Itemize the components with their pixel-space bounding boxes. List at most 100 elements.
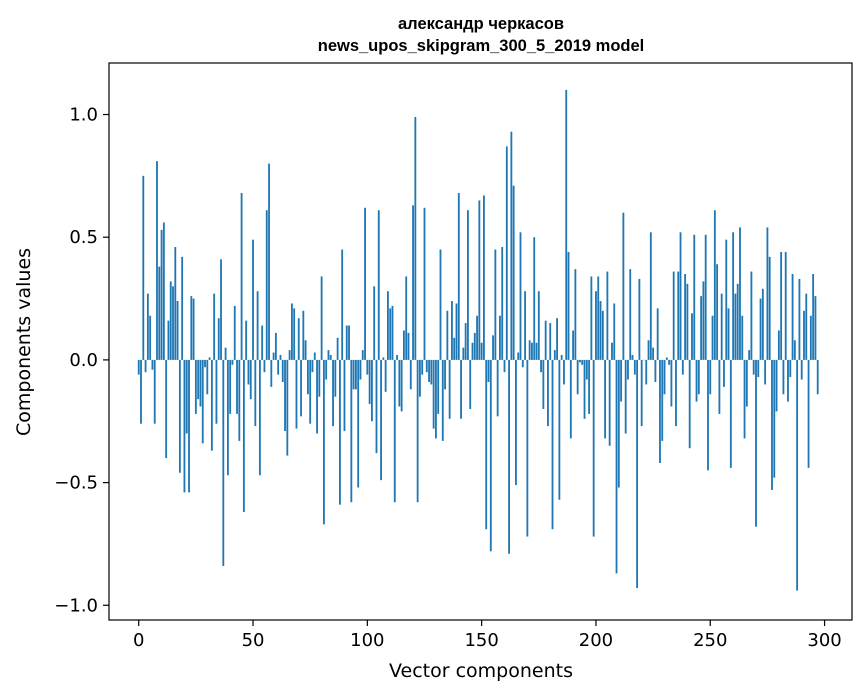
bar — [757, 359, 760, 378]
bar — [325, 359, 328, 380]
bar — [782, 359, 785, 395]
bar — [741, 315, 744, 360]
bar — [425, 359, 428, 373]
bar — [389, 308, 392, 360]
bar — [419, 359, 421, 397]
bar — [775, 359, 778, 412]
bar — [199, 359, 202, 407]
bar — [343, 359, 346, 432]
bar — [508, 359, 510, 554]
bar — [316, 359, 318, 434]
bar — [761, 288, 764, 360]
bar — [560, 355, 563, 360]
bar — [494, 249, 497, 360]
bar — [585, 359, 588, 380]
bar — [338, 359, 341, 505]
bar — [679, 232, 682, 360]
bar — [375, 359, 378, 454]
bar — [793, 340, 796, 360]
bar — [247, 359, 250, 385]
bar — [364, 207, 366, 360]
bar — [773, 359, 776, 478]
bar — [661, 359, 664, 441]
bar — [537, 291, 540, 360]
bar — [183, 359, 186, 493]
bar — [809, 315, 812, 360]
bar — [766, 227, 769, 360]
bar — [764, 359, 767, 385]
bar — [615, 359, 618, 574]
bar — [448, 359, 451, 419]
bar — [444, 359, 446, 390]
bar — [197, 359, 200, 400]
bar — [752, 359, 755, 375]
bar — [588, 359, 591, 414]
bar — [624, 359, 627, 434]
bar — [745, 359, 748, 407]
bar — [510, 131, 513, 360]
bar — [462, 347, 465, 360]
bar — [302, 310, 305, 360]
bar — [700, 296, 703, 360]
bar — [659, 359, 661, 463]
bar — [716, 264, 719, 360]
bar — [181, 256, 184, 360]
bar — [245, 320, 248, 360]
bar — [718, 359, 721, 414]
bar — [309, 359, 312, 424]
bar — [636, 359, 639, 589]
bar — [558, 359, 561, 500]
bar — [535, 342, 538, 360]
bar — [428, 359, 430, 382]
bar — [231, 359, 234, 365]
bar — [606, 271, 609, 360]
bar — [313, 352, 316, 360]
bar — [370, 359, 373, 422]
bar — [787, 359, 789, 402]
bar — [473, 332, 476, 360]
y-axis-label: Components values — [13, 248, 35, 436]
bar — [485, 359, 488, 530]
bar — [437, 359, 440, 414]
bar — [254, 359, 257, 427]
x-tick-label: 200 — [579, 630, 613, 651]
y-tick-label: −0.5 — [54, 473, 98, 494]
bar — [734, 293, 737, 360]
bar — [236, 359, 238, 414]
bar — [377, 210, 380, 360]
bar — [768, 256, 771, 360]
bar — [185, 359, 188, 434]
bar — [503, 359, 506, 373]
bar — [149, 315, 152, 360]
bar — [725, 239, 728, 360]
x-tick-label: 0 — [133, 630, 144, 651]
bar — [222, 359, 225, 567]
bar — [393, 359, 396, 503]
bar — [446, 310, 449, 360]
bar — [581, 359, 584, 365]
bar — [144, 359, 147, 373]
y-tick-label: 0.5 — [69, 227, 98, 248]
bar — [332, 359, 334, 427]
bar — [501, 247, 504, 360]
bar — [569, 359, 572, 439]
bar — [691, 313, 693, 360]
bar — [306, 359, 309, 395]
bar — [723, 359, 725, 387]
bar — [256, 291, 259, 360]
bar — [627, 359, 629, 380]
bar — [249, 359, 252, 400]
bar — [663, 359, 666, 395]
bar — [295, 359, 298, 429]
bar — [592, 359, 595, 537]
bar — [252, 239, 254, 360]
bar — [549, 323, 552, 360]
bar — [727, 308, 730, 360]
bar — [137, 359, 140, 375]
y-axis-ticks: −1.0 −0.5 0.0 0.5 1.0 — [54, 105, 109, 616]
chart-subtitle: news_upos_skipgram_300_5_2019 model — [318, 37, 645, 55]
bar — [750, 271, 753, 360]
bar — [656, 308, 659, 360]
bar — [361, 350, 364, 360]
bar — [368, 359, 371, 405]
